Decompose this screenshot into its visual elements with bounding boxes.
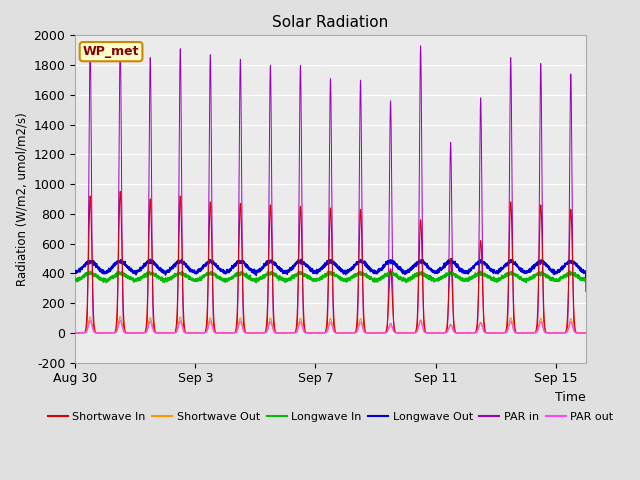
- Legend: Shortwave In, Shortwave Out, Longwave In, Longwave Out, PAR in, PAR out: Shortwave In, Shortwave Out, Longwave In…: [44, 408, 618, 426]
- Text: WP_met: WP_met: [83, 45, 140, 58]
- Title: Solar Radiation: Solar Radiation: [273, 15, 388, 30]
- Y-axis label: Radiation (W/m2, umol/m2/s): Radiation (W/m2, umol/m2/s): [15, 112, 28, 286]
- X-axis label: Time: Time: [555, 391, 586, 404]
